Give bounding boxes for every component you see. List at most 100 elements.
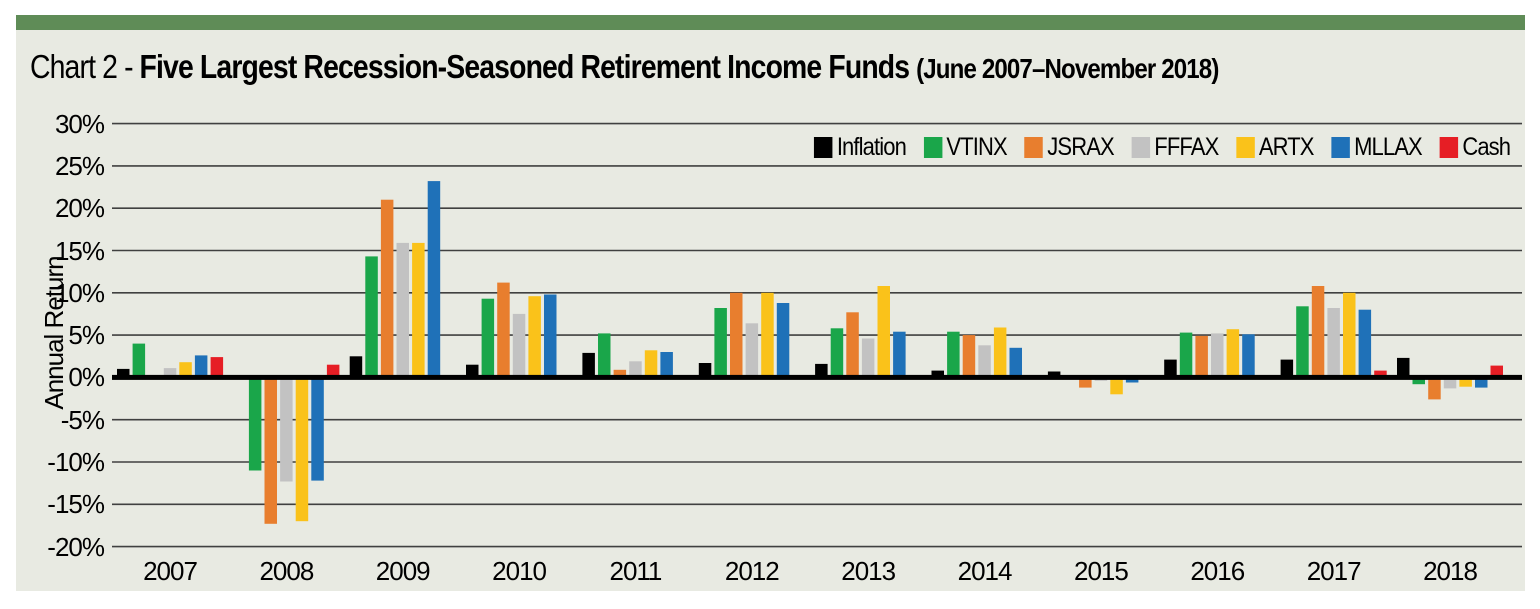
bar-VTINX-2018	[1412, 377, 1425, 385]
bar-MLLAX-2009	[427, 181, 441, 378]
bar-MLLAX-2016	[1242, 334, 1255, 378]
bar-ARTX-2013	[877, 286, 890, 378]
bar-FFFAX-2010	[512, 313, 526, 378]
bar-ARTX-2008	[295, 377, 309, 522]
legend-label-MLLAX: MLLAX	[1353, 133, 1423, 161]
bar-FFFAX-2007	[163, 368, 177, 378]
x-tick-2008: 2008	[259, 556, 314, 586]
bar-JSRAX-2009	[380, 199, 394, 378]
x-tick-2010: 2010	[492, 556, 547, 586]
bar-Cash-2018	[1490, 365, 1503, 378]
y-tick-15%: 15%	[54, 235, 105, 266]
bar-JSRAX-2012	[730, 292, 743, 378]
x-tick-2014: 2014	[957, 556, 1013, 586]
bar-Cash-2007	[210, 357, 224, 378]
x-tick-2011: 2011	[609, 556, 662, 586]
bar-ARTX-2016	[1226, 329, 1240, 378]
bar-VTINX-2011	[598, 333, 611, 378]
top-accent-bar	[16, 15, 1525, 30]
legend-label-Cash: Cash	[1462, 133, 1511, 161]
x-tick-2013: 2013	[841, 556, 896, 586]
bar-Inflation-2011	[582, 352, 595, 378]
bar-Cash-2008	[326, 364, 340, 378]
bar-Inflation-2009	[349, 356, 363, 378]
bar-FFFAX-2011	[629, 361, 642, 378]
y-tick--10%: -10%	[47, 447, 105, 477]
x-tick-2009: 2009	[375, 556, 431, 586]
bar-ARTX-2017	[1343, 292, 1356, 378]
bar-MLLAX-2012	[776, 303, 790, 378]
bar-FFFAX-2016	[1211, 333, 1224, 378]
y-tick-25%: 25%	[54, 150, 105, 181]
x-tick-2012: 2012	[724, 556, 780, 586]
bar-JSRAX-2015	[1079, 377, 1092, 388]
legend-label-JSRAX: JSRAX	[1047, 133, 1114, 161]
legend-swatch-Inflation	[813, 137, 833, 158]
bar-FFFAX-2009	[396, 242, 409, 378]
bar-Cash-2017	[1374, 370, 1387, 378]
y-tick--15%: -15%	[47, 489, 105, 520]
y-axis-title: Annual Return	[39, 256, 69, 410]
legend-item-JSRAX: JSRAX	[1024, 133, 1115, 162]
bar-JSRAX-2008	[264, 377, 277, 524]
bar-VTINX-2007	[132, 343, 146, 378]
bar-MLLAX-2018	[1475, 377, 1488, 388]
bar-ARTX-2007	[179, 362, 192, 378]
bar-VTINX-2010	[481, 298, 495, 378]
bar-MLLAX-2014	[1009, 347, 1022, 378]
bar-JSRAX-2017	[1311, 286, 1325, 378]
bar-Inflation-2012	[698, 363, 712, 378]
bar-JSRAX-2018	[1428, 377, 1441, 400]
bar-JSRAX-2010	[497, 282, 510, 378]
legend-swatch-JSRAX	[1024, 137, 1043, 158]
bar-MLLAX-2008	[311, 377, 324, 481]
bar-Inflation-2016	[1164, 359, 1177, 378]
bar-JSRAX-2016	[1195, 335, 1208, 378]
bar-ARTX-2018	[1459, 377, 1472, 387]
bar-FFFAX-2017	[1327, 308, 1340, 378]
bar-Inflation-2007	[117, 368, 130, 378]
bar-VTINX-2012	[714, 308, 727, 378]
bar-ARTX-2015	[1110, 377, 1123, 395]
legend-label-FFFAX: FFFAX	[1154, 133, 1219, 161]
y-tick-20%: 20%	[54, 193, 105, 224]
bar-MLLAX-2007	[194, 355, 208, 378]
y-tick-30%: 30%	[54, 108, 105, 139]
legend-item-MLLAX: MLLAX	[1331, 133, 1423, 162]
bar-VTINX-2014	[947, 331, 960, 378]
bar-Inflation-2017	[1280, 359, 1294, 378]
bar-VTINX-2008	[248, 377, 262, 471]
x-tick-2017: 2017	[1306, 556, 1362, 586]
bar-Inflation-2010	[466, 364, 479, 378]
bar-MLLAX-2010	[544, 294, 557, 378]
bar-FFFAX-2008	[280, 377, 293, 482]
bar-VTINX-2009	[365, 256, 378, 378]
bar-VTINX-2017	[1296, 306, 1309, 378]
chart-title-prefix: Chart 2 -	[30, 48, 134, 85]
bar-MLLAX-2017	[1358, 309, 1372, 378]
x-tick-2018: 2018	[1423, 556, 1478, 586]
legend-swatch-MLLAX	[1331, 137, 1350, 158]
bar-MLLAX-2011	[660, 352, 673, 378]
y-tick-5%: 5%	[68, 320, 105, 351]
bar-MLLAX-2015	[1125, 377, 1139, 383]
legend: Inflation VTINX JSRAX FFFAX ARTX MLLAX Cash	[813, 133, 1511, 162]
legend-swatch-VTINX	[923, 137, 942, 158]
zero-axis-line	[112, 374, 1522, 380]
chart-title-daterange: (June 2007–November 2018)	[916, 53, 1219, 84]
chart-title-main: Five Largest Recession-Seasoned Retireme…	[139, 48, 911, 85]
bar-ARTX-2014	[993, 327, 1007, 378]
legend-item-ARTX: ARTX	[1235, 133, 1314, 162]
legend-label-Inflation: Inflation	[836, 133, 907, 161]
legend-item-Inflation: Inflation	[813, 133, 907, 162]
legend-swatch-Cash	[1439, 137, 1458, 158]
bar-JSRAX-2014	[962, 335, 976, 378]
bar-FFFAX-2018	[1443, 377, 1457, 389]
bar-ARTX-2010	[528, 296, 541, 378]
legend-item-VTINX: VTINX	[923, 133, 1008, 162]
bar-MLLAX-2013	[893, 331, 906, 378]
chart-title: Chart 2 - Five Largest Recession-Seasone…	[30, 48, 1219, 86]
bar-ARTX-2011	[644, 350, 658, 378]
bar-ARTX-2009	[412, 242, 425, 378]
